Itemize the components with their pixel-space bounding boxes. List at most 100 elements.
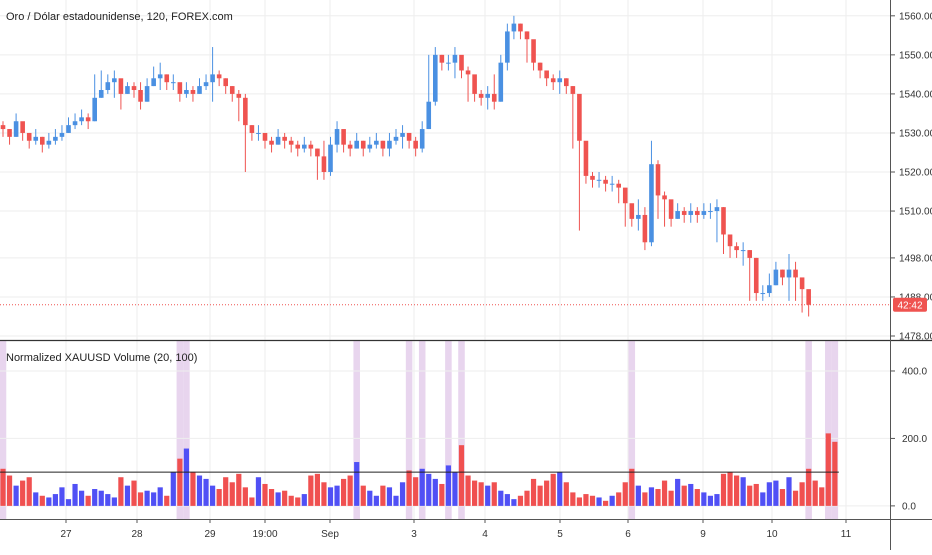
- price-axis[interactable]: 1560.00 1550.00 1540.00 1530.00 1520.00 1510.…: [890, 11, 932, 343]
- volume-highlight-bands: [0, 341, 839, 519]
- candle: [636, 199, 641, 231]
- candle: [419, 121, 425, 153]
- candle: [688, 203, 694, 223]
- candle: [157, 62, 163, 90]
- time-tick-label: 27: [60, 529, 72, 540]
- candle: [243, 93, 248, 172]
- volume-bar: [576, 497, 582, 506]
- candle: [269, 136, 274, 153]
- price-tick-label: 1478.00: [899, 332, 932, 343]
- candle: [701, 203, 707, 219]
- volume-bar: [779, 489, 786, 506]
- volume-bar: [517, 495, 524, 506]
- candle: [40, 136, 45, 153]
- volume-bar: [170, 472, 176, 506]
- grid-lines: [0, 0, 890, 519]
- price-tick-label: 1550.00: [899, 50, 932, 61]
- volume-bar: [124, 485, 131, 506]
- volume-highlight-band: [831, 341, 839, 519]
- volume-bar: [629, 468, 635, 506]
- volume-bar: [52, 494, 58, 506]
- volume-bar: [544, 480, 550, 506]
- candle: [138, 82, 143, 110]
- time-axis[interactable]: 27 28 29 19:00 Sep 3 4 5 6 9 10 11: [60, 519, 852, 540]
- volume-bar: [832, 441, 838, 506]
- candle: [387, 132, 392, 157]
- volume-bar: [485, 485, 491, 506]
- volume-bar: [511, 499, 517, 506]
- price-tick-label: 1540.00: [899, 89, 932, 100]
- volume-bar: [210, 485, 216, 506]
- candle: [321, 140, 327, 180]
- volume-bar: [6, 475, 13, 506]
- volume-axis[interactable]: 400.0 200.0 0.0: [890, 366, 927, 512]
- volume-bar: [111, 497, 117, 506]
- candle: [806, 289, 811, 317]
- volume-bar: [393, 495, 399, 506]
- volume-bar: [216, 489, 222, 506]
- candle: [66, 117, 71, 133]
- volume-bar: [65, 499, 72, 506]
- candle: [105, 74, 111, 94]
- volume-bar: [786, 477, 792, 506]
- volume-highlight-band: [0, 341, 7, 519]
- volume-bar: [635, 485, 641, 506]
- volume-bar: [118, 477, 124, 506]
- candle: [557, 70, 563, 94]
- volume-bar: [406, 470, 412, 506]
- time-tick-label: 10: [766, 529, 778, 540]
- candle: [793, 261, 798, 301]
- candle: [491, 74, 497, 110]
- candle: [79, 109, 84, 126]
- candle: [413, 136, 418, 157]
- candle: [334, 121, 340, 153]
- candle: [59, 125, 65, 141]
- candle: [760, 285, 766, 301]
- candle: [393, 129, 399, 145]
- candle: [7, 129, 12, 145]
- volume-bar: [472, 480, 478, 506]
- candle: [544, 70, 549, 87]
- candle: [360, 140, 366, 157]
- candle: [675, 203, 680, 219]
- volume-bar: [399, 482, 406, 506]
- volume-bar: [26, 477, 32, 506]
- candle: [210, 47, 215, 102]
- candle: [518, 23, 523, 40]
- time-tick-label: 28: [131, 529, 143, 540]
- volume-bar: [33, 492, 39, 506]
- volume-bar: [426, 473, 432, 506]
- volume-bar: [655, 489, 661, 506]
- candle: [256, 125, 261, 141]
- volume-bar: [675, 478, 681, 506]
- candle: [223, 78, 228, 94]
- time-tick-label: 9: [700, 529, 706, 540]
- volume-highlight-band: [805, 341, 812, 519]
- candle: [799, 277, 805, 313]
- candle: [249, 125, 255, 141]
- volume-bar: [268, 489, 275, 506]
- volume-bar: [524, 490, 530, 506]
- candle: [537, 62, 543, 79]
- candle: [341, 129, 346, 153]
- time-tick-label: Sep: [321, 529, 339, 540]
- volume-bar: [570, 492, 576, 506]
- volume-bar: [642, 492, 648, 506]
- volume-bar: [46, 497, 52, 506]
- volume-bar: [275, 492, 281, 506]
- volume-bar: [498, 490, 504, 506]
- candle: [302, 136, 307, 153]
- volume-bar: [308, 475, 314, 506]
- candle: [400, 125, 405, 149]
- candle: [347, 140, 353, 157]
- volume-bar: [367, 490, 373, 506]
- volume-bar: [151, 492, 157, 506]
- candle: [668, 199, 674, 227]
- candle: [46, 132, 52, 149]
- candle: [236, 90, 242, 122]
- candle: [498, 54, 504, 102]
- candle: [144, 78, 150, 102]
- volume-highlight-band: [628, 341, 636, 519]
